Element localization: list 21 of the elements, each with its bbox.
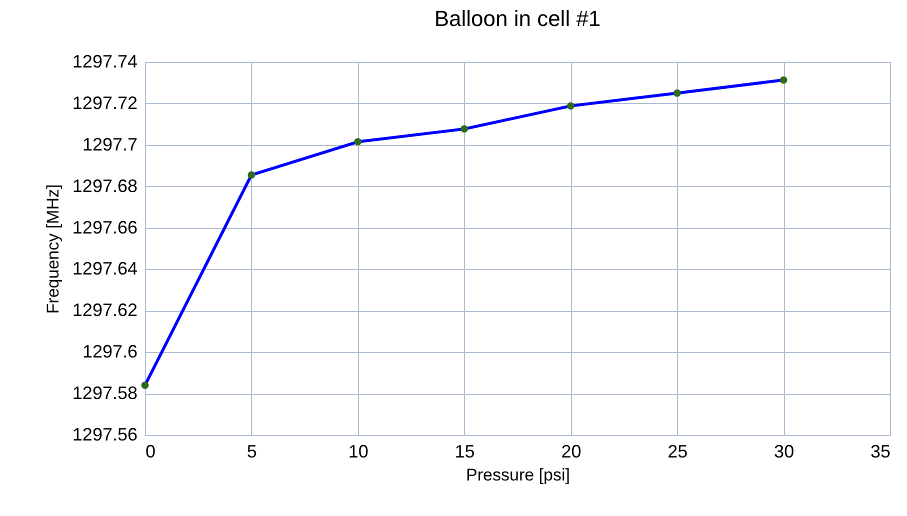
x-tick-label: 35 <box>870 442 890 462</box>
y-tick-label: 1297.6 <box>82 342 138 362</box>
x-tick-label: 5 <box>246 442 257 462</box>
x-tick-label: 15 <box>454 442 475 462</box>
x-tick-label: 30 <box>774 442 794 462</box>
x-axis-title: Pressure [psi] <box>466 466 570 484</box>
x-tick-label: 10 <box>348 442 368 462</box>
y-tick-label: 1297.64 <box>72 258 138 279</box>
y-tick-label: 1297.72 <box>72 92 138 113</box>
y-tick-label: 1297.62 <box>72 300 138 320</box>
x-tick-label: 20 <box>561 442 582 462</box>
x-tick-label: 25 <box>668 442 688 462</box>
chart-title: Balloon in cell #1 <box>434 6 601 31</box>
y-axis-title: Frequency [MHz] <box>43 184 62 314</box>
y-tick-label: 1297.66 <box>72 217 138 238</box>
x-tick-label: 0 <box>146 442 156 462</box>
y-tick-label: 1297.7 <box>82 134 138 154</box>
y-tick-label: 1297.68 <box>72 176 138 196</box>
y-tick-label: 1297.58 <box>72 383 138 404</box>
y-tick-label: 1297.56 <box>72 424 138 444</box>
y-tick-label: 1297.74 <box>72 52 138 72</box>
